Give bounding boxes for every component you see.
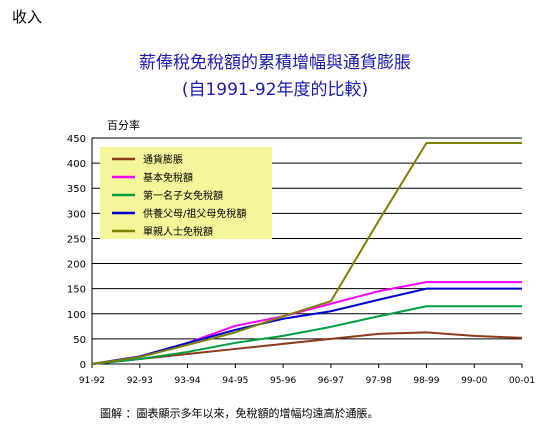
chart-note: 圖解 ：圖表顯示多年以來，免稅額的增幅均遠高於通脹。	[100, 407, 379, 420]
x-tick-label: 92-93	[127, 376, 153, 386]
y-tick-label: 150	[67, 285, 86, 296]
y-tick-label: 200	[67, 260, 86, 271]
chart-subtitle: (自1991-92年度的比較)	[181, 80, 369, 100]
x-tick-label: 98-99	[413, 376, 439, 386]
chart-title: 薪俸稅免稅額的累積增幅與通貨膨脹	[139, 53, 411, 73]
y-tick-label: 300	[67, 209, 86, 220]
series-line-3	[91, 305, 522, 365]
legend-label: 供養父母/祖父母免稅額	[143, 207, 246, 220]
legend-label: 第一名子女免稅額	[143, 189, 223, 202]
y-tick-label: 350	[67, 184, 86, 195]
legend-label: 單親人士免稅額	[143, 225, 213, 238]
x-tick-label: 99-00	[461, 376, 487, 386]
legend-label: 基本免稅額	[143, 171, 193, 184]
x-tick-label: 94-95	[222, 376, 248, 386]
x-tick-label: 95-96	[270, 376, 296, 386]
y-tick-label: 0	[80, 360, 86, 371]
series-line-4	[91, 287, 522, 365]
x-tick-label: 97-98	[366, 376, 392, 386]
x-tick-label: 96-97	[318, 376, 344, 386]
series-line-5	[91, 142, 522, 365]
y-tick-label: 100	[67, 310, 86, 321]
x-tick-label: 93-94	[174, 376, 200, 386]
x-tick-label: 91-92	[79, 376, 105, 386]
y-tick-label: 450	[67, 134, 86, 145]
y-axis-label: 百分率	[107, 118, 140, 132]
series-line-1	[91, 331, 523, 365]
y-tick-label: 50	[73, 335, 86, 346]
y-tick-label: 400	[67, 159, 86, 170]
x-tick-label: 00-01	[509, 376, 535, 386]
y-tick-label: 250	[67, 234, 86, 245]
legend-box	[100, 147, 272, 239]
legend-label: 通貨膨脹	[143, 153, 183, 166]
section-label: 收入	[12, 8, 43, 26]
